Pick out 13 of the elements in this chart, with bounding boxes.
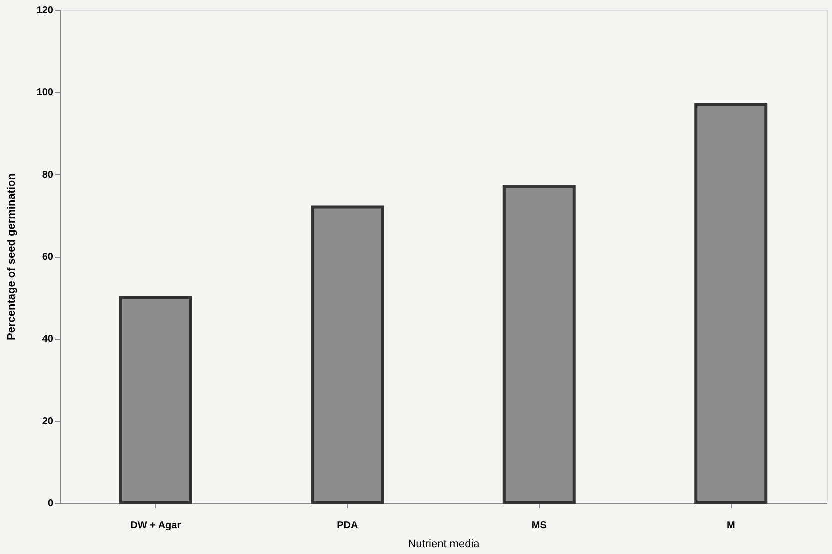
y-tick-label: 120 xyxy=(36,6,54,16)
y-tick-label: 60 xyxy=(42,252,54,263)
y-tick-label: 20 xyxy=(42,416,54,428)
x-axis-title: Nutrient media xyxy=(408,538,481,550)
y-axis-title: Percentage of seed germination xyxy=(6,173,18,340)
x-tick-label: M xyxy=(726,520,736,532)
y-tick-label: 40 xyxy=(42,334,54,346)
y-tick-label: 100 xyxy=(36,88,54,99)
y-tick-label: 0 xyxy=(48,498,54,510)
x-tick-label: DW + Agar xyxy=(130,520,182,532)
x-tick-label: PDA xyxy=(337,520,358,532)
x-tick-label: MS xyxy=(532,520,548,532)
y-tick-label: 80 xyxy=(42,170,54,181)
